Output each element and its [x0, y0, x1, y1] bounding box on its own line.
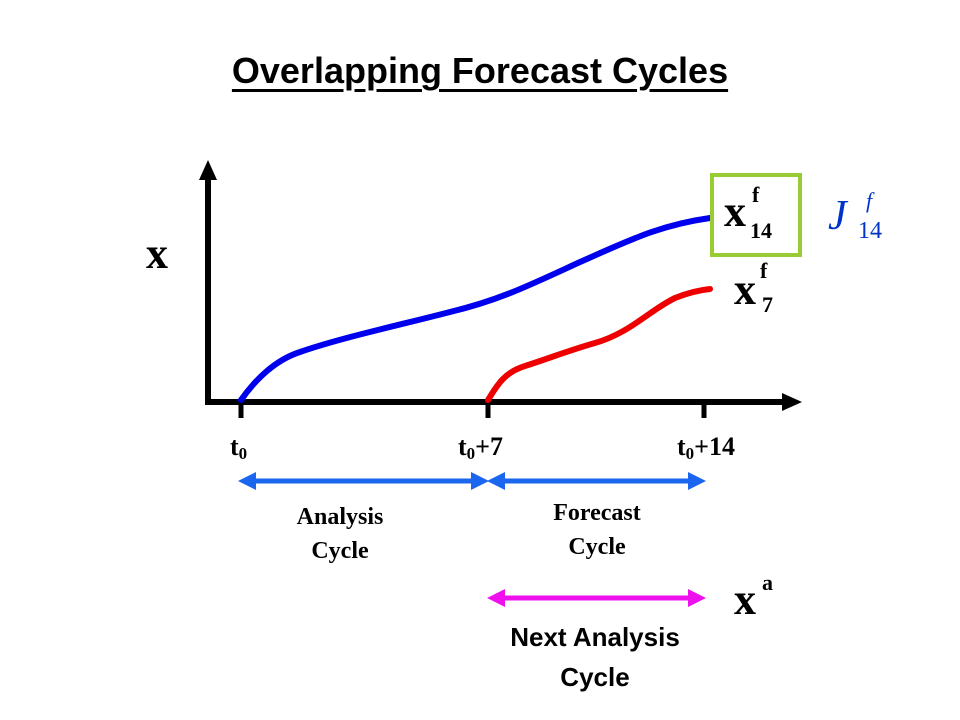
forecast-14-label: x f 14: [724, 182, 772, 243]
forecast-cycle-label: Forecast Cycle: [553, 500, 641, 560]
tick-label-t0-plus-7: t0+7: [458, 432, 503, 463]
tick-label-t0: t0: [230, 432, 248, 463]
analysis-cycle-arrow: [238, 472, 489, 490]
next-analysis-cycle-arrow: [487, 589, 706, 607]
next-analysis-cycle-label: Next Analysis Cycle: [510, 622, 680, 692]
y-axis-label: x: [146, 229, 168, 278]
forecast-cycle-arrow: [487, 472, 706, 490]
analysis-cycle-label: Analysis Cycle: [296, 504, 384, 564]
forecast-7-curve: [485, 286, 713, 403]
cost-function-label: J f 14: [828, 188, 882, 244]
forecast-14-curve: [238, 215, 713, 403]
page-title: Overlapping Forecast Cycles: [231, 50, 729, 91]
y-axis-arrowhead: [199, 160, 217, 180]
analysis-state-label: x a: [734, 570, 773, 624]
forecast-7-label: x f 7: [734, 258, 773, 317]
highlight-box: [710, 173, 802, 257]
x-axis-arrowhead: [782, 393, 802, 411]
tick-label-t0-plus-14: t0+14: [677, 432, 735, 463]
